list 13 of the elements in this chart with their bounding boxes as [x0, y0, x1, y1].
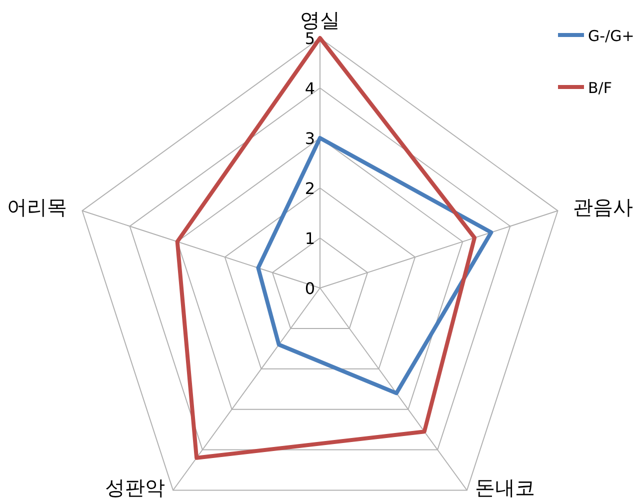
- tick: 0: [304, 279, 315, 298]
- tick: 2: [304, 179, 315, 198]
- legend: B/F: [588, 79, 612, 97]
- tick: 4: [304, 79, 315, 98]
- tick: 5: [304, 29, 315, 48]
- category: 성판악: [105, 475, 166, 500]
- category: 관음사: [573, 195, 634, 220]
- legend: G-/G+: [588, 27, 634, 45]
- tick: 3: [304, 129, 315, 148]
- tick: 1: [304, 229, 315, 248]
- category: 어리목: [6, 195, 67, 220]
- category: 돈내코: [474, 475, 535, 500]
- category: 영실: [300, 8, 340, 32]
